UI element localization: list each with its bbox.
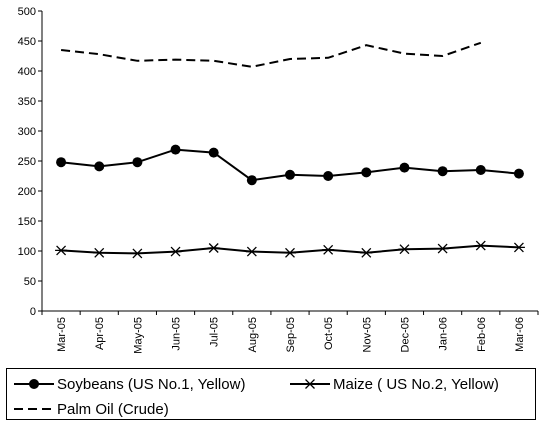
legend-marker: [304, 379, 316, 389]
data-point: [284, 247, 296, 258]
legend: Soybeans (US No.1, Yellow) Maize ( US No.…: [6, 368, 536, 420]
y-tick-label: 400: [18, 66, 36, 78]
data-point: [131, 248, 144, 259]
legend-item-0: Soybeans (US No.1, Yellow): [14, 376, 245, 393]
series-0: [56, 144, 524, 186]
legend-item-2: Palm Oil (Crude): [14, 401, 169, 418]
legend-label: Soybeans (US No.1, Yellow): [57, 376, 245, 393]
data-point: [132, 157, 143, 168]
data-point: [360, 247, 373, 258]
x-tick-label: Jan-06: [438, 317, 450, 351]
series-line: [60, 41, 482, 68]
x-tick-label: Aug-05: [247, 317, 259, 352]
data-point: [285, 169, 295, 180]
x-tick-label: Nov-05: [361, 317, 373, 352]
data-point: [93, 247, 106, 258]
legend-item-1: Maize ( US No.2, Yellow): [290, 376, 499, 393]
y-tick-label: 200: [18, 186, 36, 198]
legend-marker: [29, 379, 39, 389]
data-point: [207, 243, 220, 253]
legend-box: [6, 368, 536, 420]
x-tick-label: Dec-05: [399, 317, 411, 352]
x-axis-ticks: Mar-05 Apr-05 May-05 Jun-05 Jul-05 Aug-05 Sep-…: [41, 311, 539, 354]
data-point: [322, 244, 335, 255]
series-lines: [55, 41, 525, 259]
data-point: [513, 168, 524, 179]
x-tick-label: Mar-05: [56, 317, 68, 352]
data-point: [169, 246, 182, 257]
y-tick-label: 300: [18, 126, 36, 138]
data-point: [361, 167, 372, 178]
data-point: [55, 245, 68, 256]
series-2: [60, 41, 482, 68]
data-point: [323, 171, 334, 181]
data-point: [246, 175, 257, 186]
chart-axes: [41, 11, 538, 312]
legend-label: Palm Oil (Crude): [57, 401, 169, 418]
y-tick-label: 450: [18, 36, 36, 48]
x-tick-label: Jun-05: [171, 317, 183, 351]
y-tick-label: 150: [18, 216, 36, 228]
data-point: [512, 242, 525, 253]
y-tick-label: 500: [18, 6, 36, 18]
x-tick-label: Feb-06: [476, 317, 488, 352]
y-tick-label: 0: [30, 306, 36, 318]
x-tick-label: May-05: [132, 317, 144, 354]
x-tick-label: Jul-05: [209, 317, 221, 347]
legend-label: Maize ( US No.2, Yellow): [333, 376, 499, 393]
data-point: [245, 246, 258, 257]
data-point: [436, 243, 449, 254]
series-1: [55, 240, 525, 259]
y-tick-label: 50: [24, 276, 36, 288]
x-tick-label: Oct-05: [323, 317, 335, 350]
data-point: [208, 147, 219, 158]
data-point: [475, 165, 486, 175]
data-point: [56, 157, 67, 168]
data-point: [474, 240, 487, 251]
data-point: [437, 166, 448, 177]
data-point: [399, 162, 410, 173]
data-point: [94, 161, 105, 172]
x-tick-label: Sep-05: [285, 317, 297, 352]
y-tick-label: 250: [18, 156, 36, 168]
y-tick-label: 350: [18, 96, 36, 108]
x-tick-label: Apr-05: [94, 317, 106, 350]
y-tick-label: 100: [18, 246, 36, 258]
x-tick-label: Mar-06: [514, 317, 526, 352]
data-point: [398, 244, 411, 255]
y-axis-ticks: 0 50 100 150 200 250 300 350 400 450 500: [18, 6, 42, 318]
data-point: [170, 144, 181, 155]
